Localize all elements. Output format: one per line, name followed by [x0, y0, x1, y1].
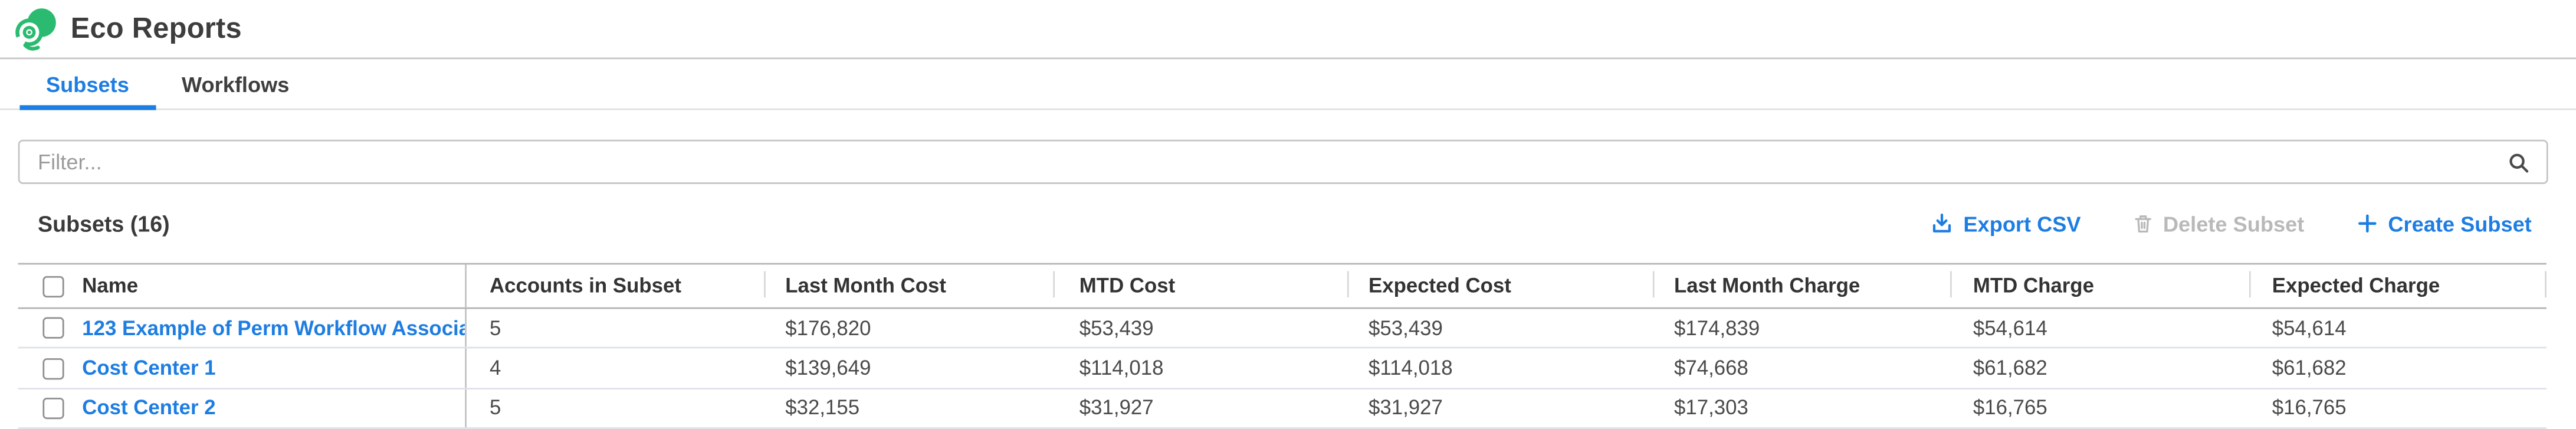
row-checkbox-cell: [18, 349, 83, 388]
accounts-cell: 5: [465, 389, 764, 428]
subsets-toolbar: Subsets (16) Export CSV Delete Subset: [0, 184, 2576, 263]
tab-workflows-label: Workflows: [181, 71, 290, 96]
filter-container: [18, 139, 2548, 184]
mtd-cost-cell: $53,439: [1079, 316, 1154, 340]
expected-charge-cell: $61,682: [2272, 356, 2347, 380]
table-row[interactable]: Cost Center 2 5 $32,155 $31,927 $31,927 …: [18, 389, 2547, 429]
plus-icon: [2357, 214, 2376, 233]
create-subset-button[interactable]: Create Subset: [2355, 211, 2532, 236]
trash-icon: [2134, 215, 2151, 233]
row-checkbox-cell: [18, 389, 83, 427]
delete-subset-button[interactable]: Delete Subset: [2132, 211, 2304, 236]
row-checkbox[interactable]: [42, 317, 64, 339]
subset-name-cell: Cost Center 2: [82, 389, 465, 427]
column-header-mtd-cost[interactable]: MTD Cost: [1053, 264, 1347, 307]
last-month-cost-cell: $32,155: [785, 397, 860, 420]
subset-name-cell: Cost Center 1: [82, 349, 465, 388]
table-row[interactable]: 123 Example of Perm Workflow Association…: [18, 309, 2547, 349]
table-row[interactable]: Cost Center 1 4 $139,649 $114,018 $114,0…: [18, 349, 2547, 389]
subset-name-link[interactable]: Cost Center 2: [82, 397, 216, 420]
subset-name-cell: 123 Example of Perm Workflow Association: [82, 309, 465, 348]
row-checkbox[interactable]: [42, 397, 64, 420]
subset-name-link[interactable]: 123 Example of Perm Workflow Association: [82, 316, 465, 340]
tab-subsets-label: Subsets: [45, 71, 129, 96]
accounts-cell: 5: [465, 309, 764, 348]
last-month-charge-cell: $74,668: [1674, 356, 1748, 380]
tab-workflows[interactable]: Workflows: [155, 59, 316, 109]
subsets-count-heading: Subsets (16): [38, 211, 170, 236]
select-all-cell: [18, 264, 83, 307]
mtd-charge-cell: $16,765: [1973, 397, 2047, 420]
expected-charge-cell: $54,614: [2272, 316, 2347, 340]
select-all-checkbox[interactable]: [42, 275, 64, 297]
last-month-charge-cell: $174,839: [1674, 316, 1760, 340]
filter-input[interactable]: [34, 148, 2508, 176]
expected-cost-cell: $114,018: [1368, 356, 1453, 380]
app-header: Eco Reports: [0, 0, 2576, 60]
expected-cost-cell: $53,439: [1368, 316, 1443, 340]
column-header-mtd-charge[interactable]: MTD Charge: [1950, 264, 2249, 307]
mtd-charge-cell: $54,614: [1973, 316, 2047, 340]
page-title: Eco Reports: [70, 11, 242, 45]
column-header-expected-cost[interactable]: Expected Cost: [1347, 264, 1653, 307]
column-header-last-month-cost[interactable]: Last Month Cost: [764, 264, 1053, 307]
column-header-accounts[interactable]: Accounts in Subset: [465, 264, 764, 307]
column-header-name[interactable]: Name: [82, 274, 139, 298]
subset-name-link[interactable]: Cost Center 1: [82, 356, 216, 380]
export-csv-label: Export CSV: [1963, 211, 2081, 236]
expected-charge-cell: $16,765: [2272, 397, 2347, 420]
row-checkbox-cell: [18, 309, 83, 348]
last-month-cost-cell: $176,820: [785, 316, 871, 340]
create-subset-label: Create Subset: [2388, 211, 2532, 236]
brand-logo-icon: [13, 7, 56, 50]
table-body: 123 Example of Perm Workflow Association…: [18, 309, 2547, 429]
subsets-table: Name Accounts in Subset Last Month Cost …: [18, 263, 2547, 429]
expected-cost-cell: $31,927: [1368, 397, 1443, 420]
mtd-charge-cell: $61,682: [1973, 356, 2047, 380]
table-header-row: Name Accounts in Subset Last Month Cost …: [18, 263, 2547, 309]
export-csv-button[interactable]: Export CSV: [1931, 211, 2081, 236]
download-icon: [1933, 214, 1951, 232]
mtd-cost-cell: $31,927: [1079, 397, 1154, 420]
tab-bar: Subsets Workflows: [0, 59, 2576, 110]
column-header-expected-charge[interactable]: Expected Charge: [2249, 264, 2545, 307]
column-header-last-month-charge[interactable]: Last Month Charge: [1652, 264, 1950, 307]
mtd-cost-cell: $114,018: [1079, 356, 1164, 380]
delete-subset-label: Delete Subset: [2162, 211, 2305, 236]
row-checkbox[interactable]: [42, 357, 64, 379]
tab-subsets[interactable]: Subsets: [19, 59, 155, 110]
accounts-cell: 4: [465, 349, 764, 388]
search-icon: [2509, 153, 2529, 172]
last-month-charge-cell: $17,303: [1674, 397, 1748, 420]
last-month-cost-cell: $139,649: [785, 356, 871, 380]
